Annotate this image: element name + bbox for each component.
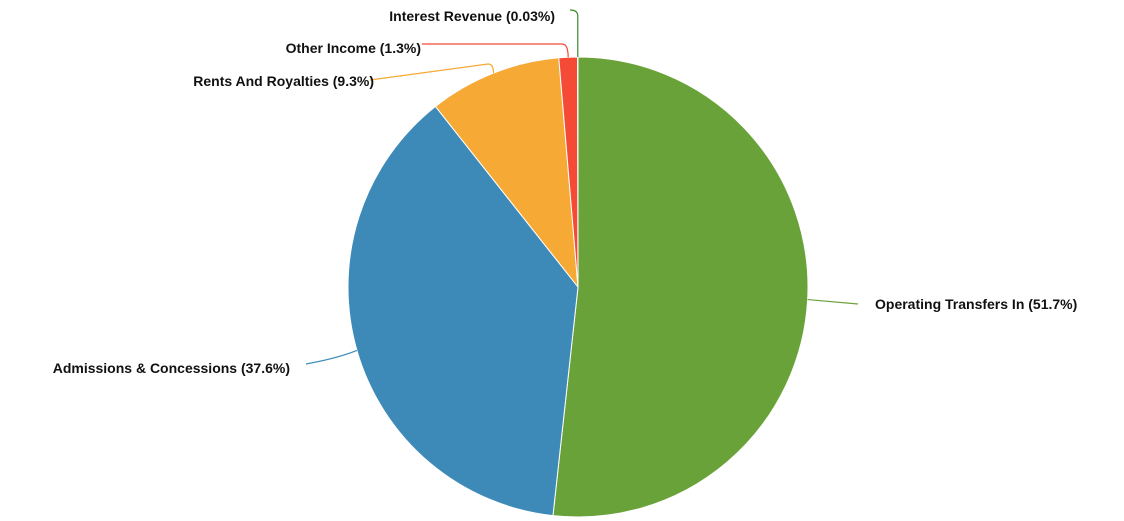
slice-labels: Operating Transfers In (51.7%) Admissions… bbox=[53, 8, 1078, 376]
leader-line-admissions-and-concessions bbox=[305, 349, 358, 365]
slice-label-rents-and-royalties: Rents And Royalties (9.3%) bbox=[193, 73, 374, 89]
slice-label-operating-transfers-in: Operating Transfers In (51.7%) bbox=[875, 296, 1077, 312]
pie-slice-admissions-and-concessions bbox=[347, 105, 579, 517]
pie-slice-rents-and-royalties bbox=[434, 57, 579, 289]
leader-line-interest-revenue bbox=[569, 9, 579, 58]
leader-lines bbox=[305, 9, 859, 365]
leader-line-rents-and-royalties bbox=[369, 63, 495, 81]
pie-slice-operating-transfers-in bbox=[552, 56, 809, 518]
leader-line-other-income bbox=[422, 43, 569, 58]
slice-label-admissions-and-concessions: Admissions & Concessions (37.6%) bbox=[53, 360, 290, 376]
slice-label-other-income: Other Income (1.3%) bbox=[286, 40, 421, 56]
slice-label-interest-revenue: Interest Revenue (0.03%) bbox=[389, 8, 555, 24]
leader-line-operating-transfers-in bbox=[807, 298, 859, 305]
pie-slices bbox=[347, 56, 809, 518]
